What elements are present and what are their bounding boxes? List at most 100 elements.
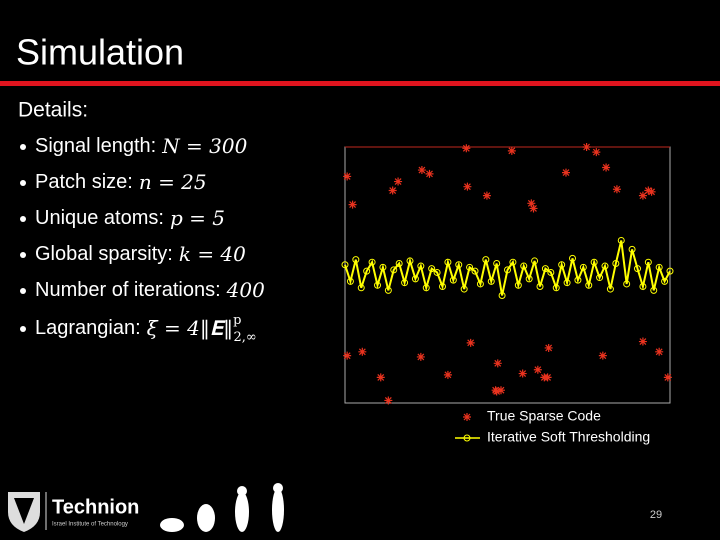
bullet-label: Number of iterations: xyxy=(35,279,221,301)
line-point xyxy=(520,262,528,270)
bullet-math: n = 25 xyxy=(139,170,207,194)
line-point xyxy=(596,274,604,282)
line-point xyxy=(601,262,609,270)
line-point xyxy=(639,283,647,291)
star-marker xyxy=(416,352,425,361)
plot-area xyxy=(341,143,674,405)
plot-frame xyxy=(344,146,671,404)
line-point xyxy=(460,285,468,293)
star-marker xyxy=(582,143,591,151)
figure xyxy=(272,488,284,532)
star-marker xyxy=(417,166,426,175)
line-point xyxy=(623,280,631,288)
line-point xyxy=(525,275,533,283)
bullet-math: N = 300 xyxy=(161,134,247,158)
star-marker xyxy=(348,200,357,209)
line-point xyxy=(552,284,560,292)
bullet-text: Lagrangian: ξ = 4‖𝐄‖p 2,∞ xyxy=(35,313,257,345)
line-point xyxy=(395,259,403,267)
star-marker xyxy=(529,204,538,213)
line-point xyxy=(482,256,490,264)
star-marker xyxy=(358,347,367,356)
line-point xyxy=(476,280,484,288)
line-point xyxy=(433,268,441,276)
bullet-dot xyxy=(20,216,26,222)
line-point xyxy=(617,236,625,244)
line-point xyxy=(547,268,555,276)
line-point xyxy=(612,259,620,267)
bullet-dot xyxy=(20,252,26,258)
details-heading: Details: xyxy=(18,99,88,122)
line-point xyxy=(536,283,544,291)
bullet-label: Lagrangian: xyxy=(35,317,141,339)
technion-logo: Technion Israel Institute of Technology xyxy=(8,492,139,532)
star-marker xyxy=(443,370,452,379)
line-point xyxy=(650,286,658,294)
slide-title: Simulation xyxy=(16,32,184,73)
star-marker xyxy=(482,191,491,200)
star-marker xyxy=(527,199,536,208)
star-marker xyxy=(384,396,393,405)
star-marker xyxy=(638,337,647,346)
line-point xyxy=(628,245,636,253)
line-point xyxy=(655,263,663,271)
line-point xyxy=(514,281,522,289)
line-point xyxy=(341,261,349,269)
line-point xyxy=(374,281,381,289)
line-point xyxy=(661,277,669,285)
star-marker xyxy=(598,351,607,360)
line-point xyxy=(509,258,517,266)
series-line xyxy=(344,240,671,296)
star-marker xyxy=(663,373,672,382)
line-point xyxy=(357,284,365,292)
line-point xyxy=(411,275,419,283)
legend: True Sparse Code Iterative Soft Threshold… xyxy=(455,408,650,445)
line-point xyxy=(585,281,593,289)
bullet-label: Unique atoms: xyxy=(35,207,164,229)
logo-name: Technion xyxy=(52,496,139,518)
bullet-text: Unique atoms: p = 5 xyxy=(35,206,225,230)
title-rule xyxy=(0,81,720,86)
bullet-label: Signal length: xyxy=(35,135,156,157)
line-point xyxy=(471,267,479,275)
bullet-text: Signal length: N = 300 xyxy=(35,134,248,158)
logo-subtitle: Israel Institute of Technology xyxy=(52,522,128,528)
logo-mark xyxy=(14,498,34,524)
line-point xyxy=(428,265,436,273)
legend-label: Iterative Soft Thresholding xyxy=(487,429,650,445)
bullet-math: 400 xyxy=(226,278,265,302)
bullet-label: Patch size: xyxy=(35,171,133,193)
figure xyxy=(197,504,215,532)
line-point xyxy=(422,284,430,292)
line-point xyxy=(579,263,587,271)
line-point xyxy=(569,254,576,262)
star-marker xyxy=(463,182,472,191)
figure-head xyxy=(273,483,283,493)
star-marker xyxy=(376,373,385,382)
line-point xyxy=(346,277,354,285)
line-point xyxy=(363,267,371,275)
line-point xyxy=(590,258,598,266)
star-marker xyxy=(343,351,352,360)
line-point xyxy=(466,263,474,271)
line-point xyxy=(498,291,506,299)
math-sub: 2,∞ xyxy=(234,330,257,345)
math-sup: p xyxy=(233,313,241,328)
star-marker xyxy=(343,172,352,181)
star-marker xyxy=(543,373,552,382)
line-point xyxy=(487,277,495,285)
bullet-math: k = 40 xyxy=(179,242,246,266)
bullet-label: Global sparsity: xyxy=(35,243,173,265)
star-marker xyxy=(463,413,471,421)
evolution-figures xyxy=(160,483,284,532)
line-point xyxy=(493,259,501,267)
star-marker xyxy=(592,148,601,157)
line-point xyxy=(406,257,414,265)
bullet-list: Signal length: N = 300 Patch size: n = 25 Un… xyxy=(20,134,265,345)
line-point xyxy=(368,258,376,266)
bullet-dot xyxy=(20,180,26,186)
bullet-text: Number of iterations: 400 xyxy=(35,278,265,302)
line-point xyxy=(417,262,425,270)
line-point xyxy=(379,263,387,271)
